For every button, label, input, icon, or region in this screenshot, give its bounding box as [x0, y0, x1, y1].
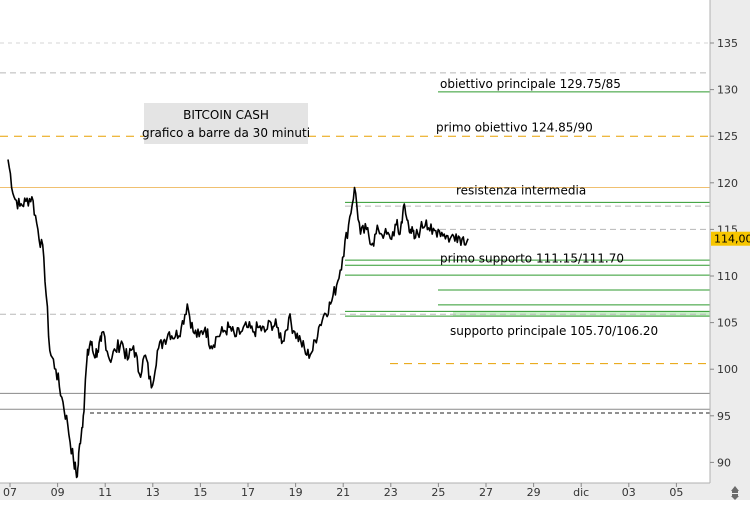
- x-tick-label-3: 13: [146, 486, 160, 499]
- annotation-1: primo obiettivo 124.85/90: [436, 121, 593, 135]
- y-tick-label-0: 90: [717, 456, 731, 469]
- title-box: BITCOIN CASH grafico a barre da 30 minut…: [142, 103, 310, 144]
- x-tick-label-12: dic: [573, 486, 589, 499]
- x-tick-labels: 07 09 11 13 15 17 19 21 23 25 27 29 dic 03 05: [3, 483, 683, 499]
- scroll-down-icon[interactable]: [731, 494, 739, 500]
- x-tick-label-14: 05: [669, 486, 683, 499]
- levels-layer: [0, 42, 710, 414]
- x-tick-label-9: 25: [431, 486, 445, 499]
- y-tick-label-2: 100: [717, 363, 738, 376]
- x-axis-bg: [0, 483, 710, 500]
- axis-corner-bg: [710, 483, 750, 500]
- x-tick-label-4: 15: [193, 486, 207, 499]
- price-layer: [7, 159, 469, 479]
- axis-corner: [710, 483, 750, 500]
- annotation-0: obiettivo principale 129.75/85: [440, 77, 621, 91]
- x-tick-label-8: 23: [384, 486, 398, 499]
- last-price-label: 114,00: [714, 233, 750, 246]
- y-tick-label-7: 125: [717, 130, 738, 143]
- y-tick-label-3: 105: [717, 317, 738, 330]
- annotation-layer: obiettivo principale 129.75/85 primo obie…: [436, 77, 658, 338]
- chart-title: BITCOIN CASH: [183, 108, 269, 122]
- annotation-2: resistenza intermedia: [456, 183, 586, 197]
- x-tick-label-11: 29: [527, 486, 541, 499]
- x-tick-label-6: 19: [289, 486, 303, 499]
- x-tick-label-5: 17: [241, 486, 255, 499]
- y-tick-label-1: 95: [717, 410, 731, 423]
- annotation-3: primo supporto 111.15/111.70: [440, 251, 624, 265]
- y-axis-bg: [710, 0, 750, 500]
- x-tick-label-0: 07: [3, 486, 17, 499]
- x-tick-label-2: 11: [98, 486, 112, 499]
- x-tick-label-10: 27: [479, 486, 493, 499]
- x-tick-label-1: 09: [51, 486, 65, 499]
- price-series-line: [7, 159, 469, 479]
- x-tick-label-7: 21: [336, 486, 350, 499]
- annotation-4: supporto principale 105.70/106.20: [450, 324, 658, 338]
- y-tick-label-6: 120: [717, 177, 738, 190]
- scroll-up-icon[interactable]: [731, 486, 739, 493]
- chart-subtitle: grafico a barre da 30 minuti: [142, 126, 310, 140]
- y-tick-label-4: 110: [717, 270, 738, 283]
- y-tick-label-9: 135: [717, 37, 738, 50]
- last-price-box: [711, 231, 750, 246]
- x-axis: 07 09 11 13 15 17 19 21 23 25 27 29 dic 03 05: [0, 482, 710, 500]
- y-tick-label-8: 130: [717, 84, 738, 97]
- title-box-bg: [144, 103, 308, 144]
- last-price-marker: 114,00: [711, 231, 750, 246]
- x-tick-label-13: 03: [622, 486, 636, 499]
